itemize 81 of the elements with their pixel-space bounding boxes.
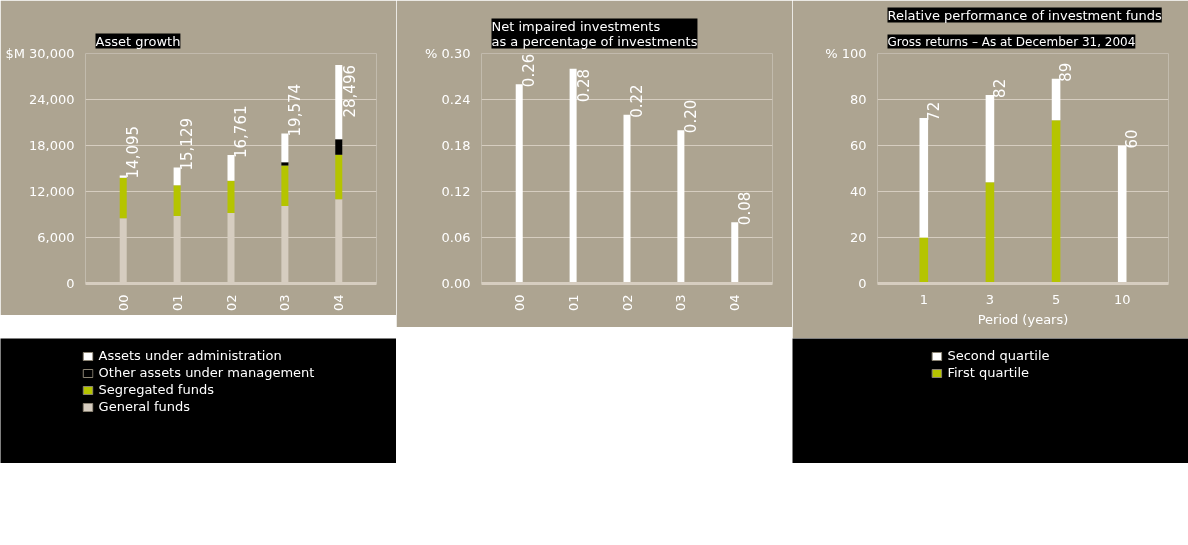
y-tick-label: 0.24 <box>441 92 471 107</box>
x-tick-label: 10 <box>1113 291 1131 307</box>
x-tick-label: 3 <box>985 291 995 307</box>
bar <box>227 155 235 181</box>
chart-title: Relative performance of investment funds <box>887 7 1162 23</box>
x-tick-label: 03 <box>277 294 293 312</box>
bar <box>1051 78 1061 121</box>
y-tick-label: 12,000 <box>29 184 75 199</box>
data-label: 0.22 <box>628 84 646 118</box>
bar <box>173 185 181 217</box>
total-label: 19,574 <box>285 83 304 137</box>
bar <box>119 175 127 178</box>
y-tick-label: 0.06 <box>441 230 471 245</box>
bar <box>281 165 289 207</box>
x-tick-label: 5 <box>1051 291 1061 307</box>
bar <box>985 182 995 284</box>
bar <box>335 154 343 200</box>
chart-subtitle: Gross returns – As at December 31, 2004 <box>887 34 1136 49</box>
x-tick-label: 04 <box>331 294 347 312</box>
y-tick-label: 0.12 <box>441 184 471 199</box>
legend-label: Assets under administration <box>98 348 282 363</box>
x-tick-label: 02 <box>619 294 635 312</box>
x-axis-title: Period (years) <box>977 311 1069 327</box>
legend-label: Segregated funds <box>98 382 214 397</box>
bar <box>173 167 181 186</box>
y-tick-label: $M 30,000 <box>5 46 75 61</box>
bar <box>335 65 343 140</box>
bar <box>919 237 929 284</box>
x-tick-label: 00 <box>115 294 131 312</box>
bar <box>119 177 127 219</box>
bar <box>623 114 631 284</box>
data-label: 0.28 <box>575 68 594 103</box>
y-tick-label: 80 <box>849 92 867 107</box>
y-tick-label: % 0.30 <box>425 46 471 61</box>
bar <box>677 130 685 284</box>
bar <box>227 180 235 213</box>
data-label: 0.08 <box>735 191 754 226</box>
y-tick-label: 18,000 <box>29 138 75 153</box>
x-tick-label: 1 <box>919 291 928 307</box>
y-tick-label: 0 <box>858 276 867 291</box>
chart-title: Asset growth <box>95 33 181 49</box>
x-tick-label: 01 <box>169 294 185 312</box>
data-label: 0.26 <box>520 53 539 88</box>
chart-title: Net impaired investments as a percentage of investments <box>491 18 698 49</box>
legend-label: Second quartile <box>947 348 1050 363</box>
total-label: 16,761 <box>232 105 250 158</box>
y-tick-label: 6,000 <box>37 230 75 245</box>
x-tick-label: 00 <box>511 294 527 312</box>
x-tick-label: 01 <box>565 294 581 312</box>
bar <box>515 84 523 284</box>
bar <box>281 162 289 166</box>
y-tick-label: 0.00 <box>441 276 471 291</box>
bar <box>1117 145 1127 284</box>
total-label: 14,095 <box>124 125 143 179</box>
y-tick-label: 0.18 <box>441 138 471 153</box>
total-label: 15,129 <box>178 118 197 171</box>
legend-label: Other assets under management <box>98 365 315 380</box>
x-tick-label: 04 <box>727 294 743 312</box>
bar <box>919 117 929 238</box>
bar <box>1051 120 1061 284</box>
y-tick-label: 20 <box>849 230 867 245</box>
total-label: 72 <box>924 101 943 121</box>
x-tick-label: 03 <box>673 294 689 312</box>
legend-label: General funds <box>98 399 191 414</box>
y-tick-label: % 100 <box>825 46 867 61</box>
total-label: 89 <box>1057 62 1076 82</box>
bar <box>281 133 289 163</box>
total-label: 28,496 <box>340 65 359 118</box>
bar <box>569 68 577 284</box>
bar <box>731 222 739 284</box>
total-label: 60 <box>1123 129 1142 149</box>
data-label: 0.20 <box>681 99 700 134</box>
x-tick-label: 02 <box>223 294 239 312</box>
legend-label: First quartile <box>947 365 1030 380</box>
bar <box>985 94 995 183</box>
y-tick-label: 60 <box>849 138 867 153</box>
bar <box>335 139 343 155</box>
total-label: 82 <box>990 78 1009 98</box>
y-tick-label: 40 <box>849 184 867 199</box>
y-tick-label: 24,000 <box>29 92 75 107</box>
y-tick-label: 0 <box>66 276 75 291</box>
